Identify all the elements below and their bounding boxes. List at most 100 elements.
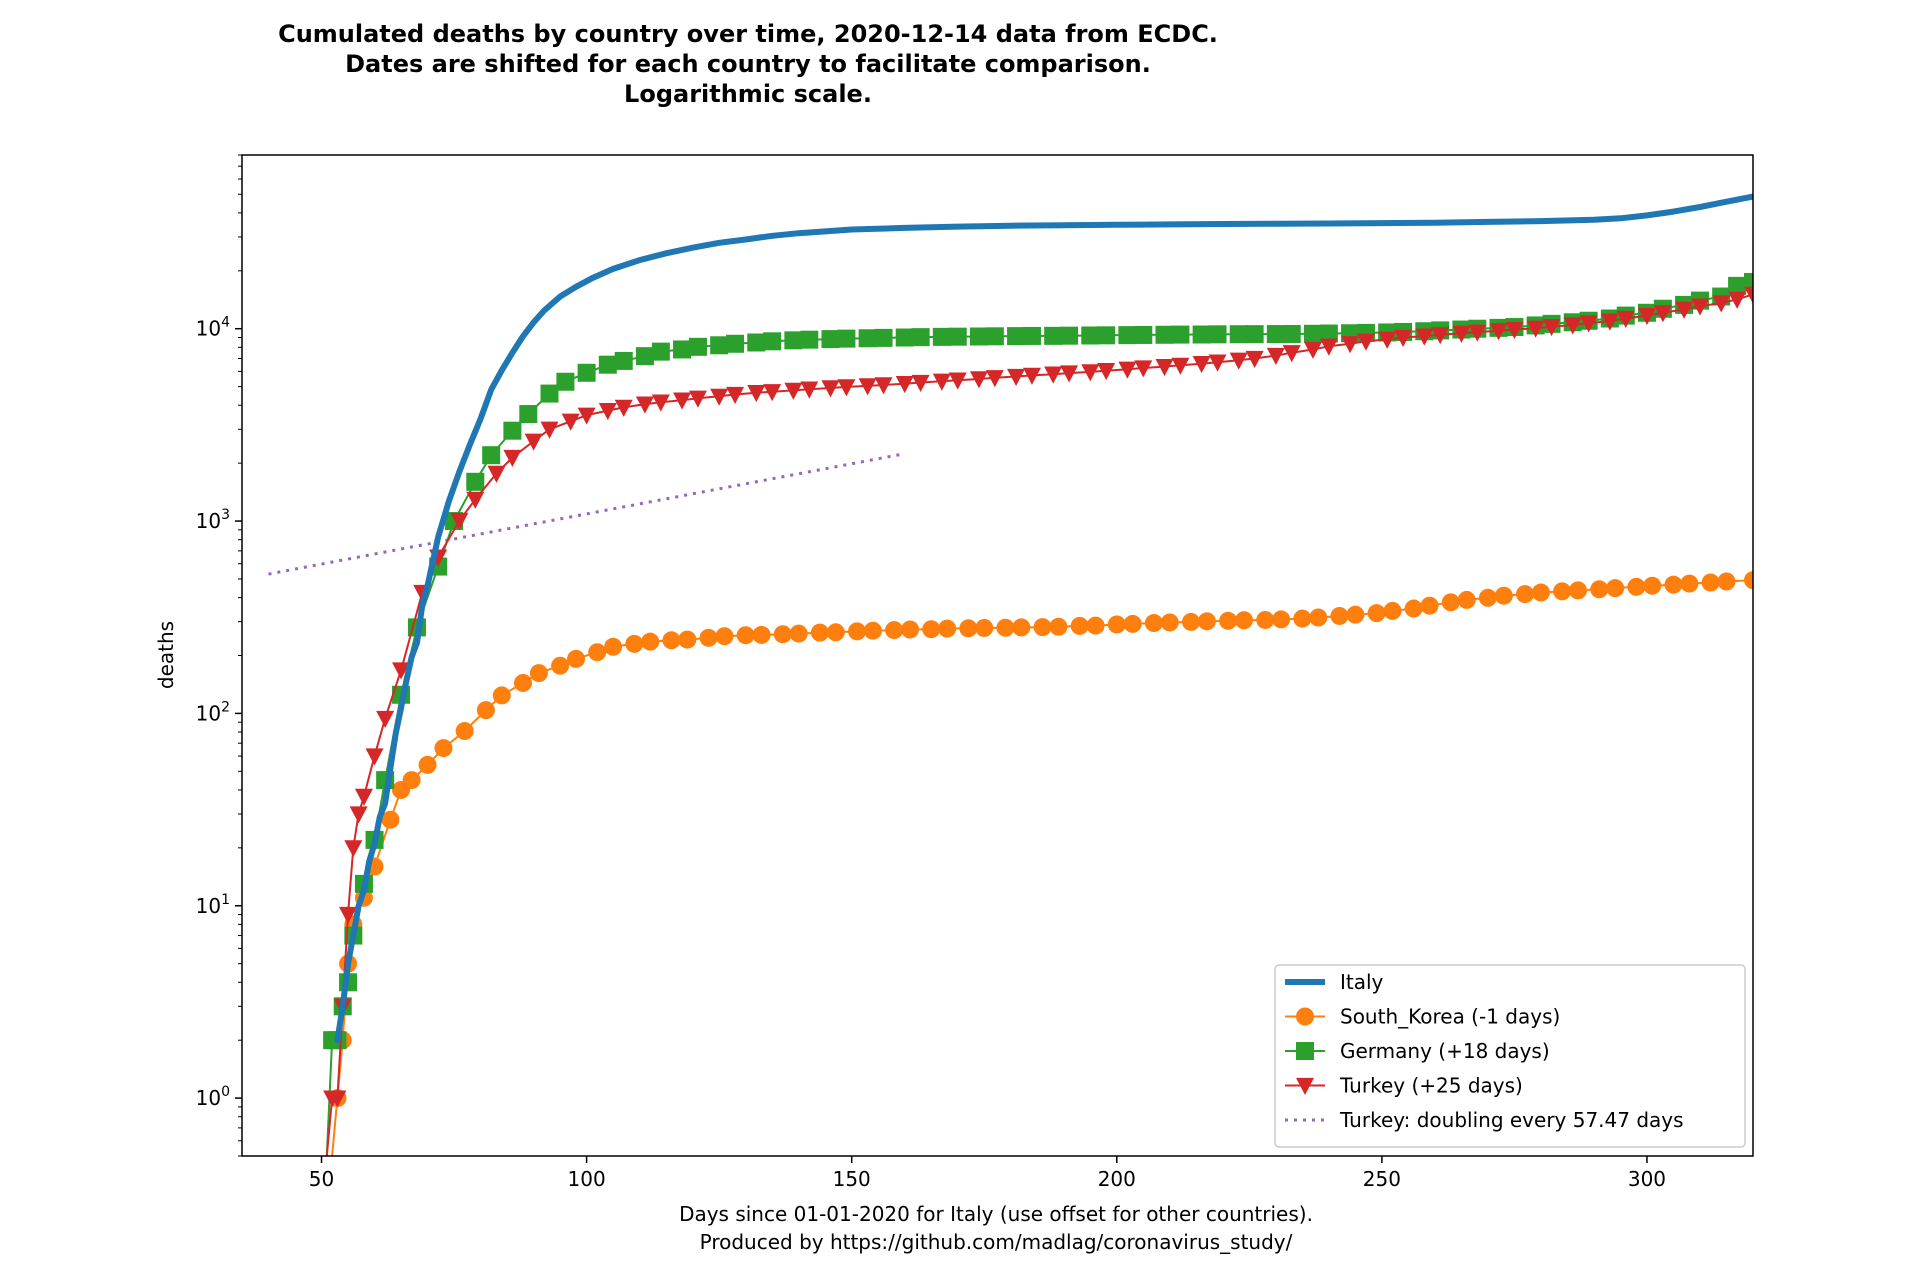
series-line	[268, 452, 905, 576]
y-tick-label: 103	[196, 507, 230, 533]
data-point	[673, 392, 692, 410]
data-point	[726, 334, 745, 353]
data-point	[1033, 618, 1052, 637]
data-point	[651, 394, 670, 412]
data-point	[959, 619, 978, 638]
data-point	[540, 384, 559, 403]
data-point	[1542, 318, 1561, 337]
data-point	[1394, 329, 1413, 347]
data-point	[1701, 573, 1720, 592]
data-point	[577, 363, 596, 382]
data-point	[418, 755, 437, 774]
data-point	[1415, 328, 1434, 346]
data-point	[1664, 575, 1683, 594]
data-point	[789, 624, 808, 643]
data-point	[1007, 368, 1026, 386]
data-point	[1097, 326, 1116, 345]
data-point	[1526, 320, 1545, 338]
data-point	[773, 625, 792, 644]
legend-label: Turkey (+25 days)	[1339, 1074, 1523, 1098]
data-point	[1155, 358, 1174, 377]
data-point	[1441, 593, 1460, 612]
data-point	[948, 372, 967, 390]
data-point	[1712, 295, 1731, 313]
data-point	[1293, 609, 1312, 628]
chart-title-line-1: Cumulated deaths by country over time, 2…	[278, 20, 1218, 48]
y-tick-label: 102	[196, 699, 230, 725]
data-point	[1060, 326, 1079, 345]
data-point	[1717, 572, 1736, 591]
data-point	[969, 327, 988, 346]
x-axis-label-line-2: Produced by https://github.com/madlag/co…	[700, 1230, 1293, 1254]
data-point	[858, 378, 877, 396]
data-point	[625, 634, 644, 653]
series-3	[323, 286, 1753, 1156]
data-point	[1081, 364, 1100, 382]
data-point	[503, 421, 522, 440]
data-point	[328, 1090, 347, 1108]
legend-label: Turkey: doubling every 57.47 days	[1339, 1108, 1684, 1132]
legend-marker	[1296, 1042, 1314, 1060]
data-point	[975, 618, 994, 637]
data-point	[932, 373, 951, 391]
data-point	[1494, 586, 1513, 605]
data-point	[402, 771, 421, 790]
data-point	[492, 686, 511, 705]
data-point	[455, 722, 474, 741]
data-point	[688, 390, 707, 408]
data-point	[710, 336, 729, 355]
chart-title-line-2: Dates are shifted for each country to fa…	[345, 50, 1151, 78]
data-point	[1367, 604, 1386, 623]
series-0	[334, 193, 1753, 1044]
data-point	[349, 806, 368, 824]
data-point	[874, 328, 893, 347]
data-point	[1022, 326, 1041, 345]
data-point	[1144, 614, 1163, 633]
y-axis-label: deaths	[154, 621, 178, 689]
data-point	[1744, 272, 1753, 291]
data-point	[1208, 325, 1227, 344]
data-point	[476, 701, 495, 720]
data-point	[1531, 583, 1550, 602]
data-point	[1070, 616, 1089, 635]
data-point	[895, 328, 914, 347]
data-point	[466, 472, 485, 491]
data-point	[837, 379, 856, 397]
data-point	[1097, 363, 1116, 381]
data-point	[1478, 588, 1497, 607]
x-tick-label: 150	[833, 1167, 871, 1191]
data-point	[1256, 610, 1275, 629]
legend-entry: South_Korea (-1 days)	[1285, 1005, 1560, 1029]
data-point	[821, 380, 840, 398]
data-point	[551, 656, 570, 675]
data-point	[381, 810, 400, 829]
series-layer	[268, 193, 1753, 1156]
data-point	[901, 620, 920, 639]
data-point	[1060, 365, 1079, 383]
data-point	[752, 625, 771, 644]
data-point	[598, 402, 617, 421]
data-point	[482, 446, 501, 465]
data-point	[1606, 579, 1625, 598]
data-point	[874, 377, 893, 395]
data-point	[354, 788, 373, 806]
legend-marker	[1296, 1077, 1314, 1095]
data-point	[1266, 325, 1285, 344]
data-point	[662, 631, 681, 650]
data-point	[1341, 336, 1360, 354]
data-point	[821, 330, 840, 349]
data-point	[577, 407, 596, 425]
data-point	[641, 632, 660, 651]
data-point	[567, 649, 586, 668]
data-point	[715, 627, 734, 646]
data-point	[826, 623, 845, 642]
data-point	[969, 371, 988, 389]
data-point	[1309, 608, 1328, 627]
data-point	[948, 327, 967, 346]
chart-title: Cumulated deaths by country over time, 2…	[278, 20, 1218, 108]
data-point	[895, 376, 914, 394]
data-point	[1192, 325, 1211, 344]
data-point	[1378, 331, 1397, 349]
data-point	[985, 370, 1004, 388]
